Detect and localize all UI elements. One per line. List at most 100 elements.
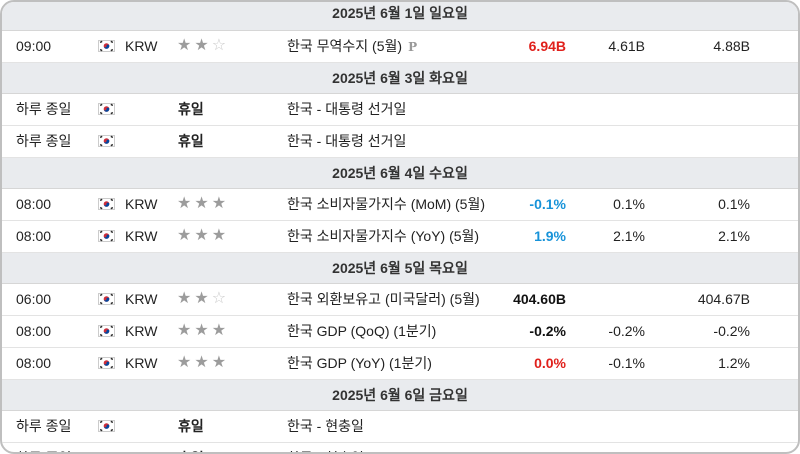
event-row[interactable]: 09:00 KRW ★★☆ 한국 무역수지 (5월) P 6.94B 4.61B 4.88B: [2, 31, 798, 63]
event-time: 08:00: [16, 323, 52, 339]
event-name-text: 한국 외환보유고 (미국달러) (5월): [287, 291, 480, 307]
importance-stars: ★★★: [177, 316, 229, 346]
star-filled-icon: ★: [177, 322, 195, 339]
holiday-label: 휴일: [178, 443, 204, 452]
event-name-text: 한국 무역수지 (5월): [287, 38, 403, 54]
currency-code: KRW: [125, 228, 158, 244]
actual-value: -0.2%: [529, 323, 566, 339]
star-empty-icon: ☆: [211, 37, 230, 54]
holiday-name[interactable]: 한국 - 현충일: [287, 418, 364, 434]
star-empty-icon: ☆: [211, 290, 230, 307]
date-header: 2025년 6월 3일 화요일: [2, 63, 798, 94]
event-name[interactable]: 한국 소비자물가지수 (YoY) (5월): [287, 221, 479, 251]
star-filled-icon: ★: [211, 227, 230, 244]
event-name[interactable]: 한국 GDP (YoY) (1분기): [287, 348, 432, 378]
star-filled-icon: ★: [177, 354, 195, 371]
actual-value: 404.60B: [513, 291, 566, 307]
event-time: 08:00: [16, 355, 52, 371]
south-korea-flag-icon: [98, 293, 115, 305]
star-filled-icon: ★: [194, 322, 212, 339]
holiday-row[interactable]: 하루 종일 휴일 한국 - 대통령 선거일: [2, 126, 798, 158]
star-filled-icon: ★: [194, 227, 212, 244]
holiday-label: 휴일: [178, 133, 204, 149]
holiday-name[interactable]: 한국 - 대통령 선거일: [287, 133, 407, 149]
previous-value: 0.1%: [718, 196, 750, 212]
event-name[interactable]: 한국 GDP (QoQ) (1분기): [287, 316, 436, 346]
holiday-label: 휴일: [178, 101, 204, 117]
event-row[interactable]: 08:00 KRW ★★★ 한국 소비자물가지수 (YoY) (5월) 1.9% 2.1%…: [2, 221, 798, 253]
actual-value: 6.94B: [528, 38, 566, 54]
holiday-row[interactable]: 하루 종일 휴일 한국 - 대통령 선거일: [2, 94, 798, 126]
star-filled-icon: ★: [211, 322, 230, 339]
date-header: 2025년 6월 6일 금요일: [2, 380, 798, 411]
event-row[interactable]: 06:00 KRW ★★☆ 한국 외환보유고 (미국달러) (5월) 404.60B 40…: [2, 284, 798, 316]
south-korea-flag-icon: [98, 103, 115, 115]
actual-value: 0.0%: [534, 355, 566, 371]
actual-value: 1.9%: [534, 228, 566, 244]
event-time: 06:00: [16, 291, 52, 307]
star-filled-icon: ★: [211, 195, 230, 212]
date-header: 2025년 6월 5일 목요일: [2, 253, 798, 284]
preliminary-badge: P: [408, 40, 418, 54]
holiday-row[interactable]: 하루 종일 휴일 한국 - 현충일: [2, 411, 798, 443]
star-filled-icon: ★: [177, 227, 195, 244]
event-row[interactable]: 08:00 KRW ★★★ 한국 GDP (YoY) (1분기) 0.0% -0.1% 1.…: [2, 348, 798, 380]
forecast-value: 0.1%: [613, 196, 645, 212]
holiday-row[interactable]: 하루 종일 휴일 한국 - 현충일: [2, 443, 798, 452]
holiday-name[interactable]: 한국 - 대통령 선거일: [287, 101, 407, 117]
event-time: 하루 종일: [16, 133, 72, 149]
forecast-value: -0.2%: [608, 323, 645, 339]
south-korea-flag-icon: [98, 40, 115, 52]
forecast-value: -0.1%: [608, 355, 645, 371]
previous-value: 2.1%: [718, 228, 750, 244]
event-time: 하루 종일: [16, 101, 72, 117]
actual-value: -0.1%: [529, 196, 566, 212]
south-korea-flag-icon: [98, 135, 115, 147]
south-korea-flag-icon: [98, 198, 115, 210]
previous-value: -0.2%: [713, 323, 750, 339]
star-filled-icon: ★: [177, 195, 195, 212]
star-filled-icon: ★: [211, 354, 230, 371]
importance-stars: ★★★: [177, 348, 229, 378]
event-time: 09:00: [16, 38, 52, 54]
holiday-name[interactable]: 한국 - 현충일: [287, 443, 364, 452]
south-korea-flag-icon: [98, 230, 115, 242]
currency-code: KRW: [125, 355, 158, 371]
event-name-text: 한국 소비자물가지수 (YoY) (5월): [287, 228, 480, 244]
previous-value: 1.2%: [718, 355, 750, 371]
event-name[interactable]: 한국 무역수지 (5월) P: [287, 31, 417, 62]
previous-value: 4.88B: [713, 38, 750, 54]
importance-stars: ★★☆: [177, 284, 229, 314]
event-name[interactable]: 한국 소비자물가지수 (MoM) (5월): [287, 189, 485, 219]
event-time: 08:00: [16, 228, 52, 244]
event-name[interactable]: 한국 외환보유고 (미국달러) (5월): [287, 284, 480, 314]
event-name-text: 한국 GDP (YoY) (1분기): [287, 355, 432, 371]
currency-code: KRW: [125, 38, 158, 54]
event-row[interactable]: 08:00 KRW ★★★ 한국 GDP (QoQ) (1분기) -0.2% -0.2% -…: [2, 316, 798, 348]
date-header: 2025년 6월 4일 수요일: [2, 158, 798, 189]
importance-stars: ★★★: [177, 189, 229, 219]
south-korea-flag-icon: [98, 357, 115, 369]
star-filled-icon: ★: [194, 354, 212, 371]
forecast-value: 4.61B: [608, 38, 645, 54]
event-time: 하루 종일: [16, 443, 71, 452]
currency-code: KRW: [125, 196, 158, 212]
event-time: 하루 종일: [16, 418, 72, 434]
holiday-label: 휴일: [178, 418, 204, 434]
star-filled-icon: ★: [194, 37, 212, 54]
star-filled-icon: ★: [177, 37, 195, 54]
south-korea-flag-icon: [98, 325, 115, 337]
importance-stars: ★★★: [177, 221, 229, 251]
currency-code: KRW: [125, 291, 158, 307]
star-filled-icon: ★: [194, 195, 212, 212]
star-filled-icon: ★: [177, 290, 195, 307]
date-header: 2025년 6월 1일 일요일: [2, 2, 798, 31]
south-korea-flag-icon: [98, 420, 115, 432]
forecast-value: 2.1%: [613, 228, 645, 244]
event-time: 08:00: [16, 196, 52, 212]
star-filled-icon: ★: [194, 290, 212, 307]
event-name-text: 한국 소비자물가지수 (MoM) (5월): [287, 196, 486, 212]
event-row[interactable]: 08:00 KRW ★★★ 한국 소비자물가지수 (MoM) (5월) -0.1% 0.1…: [2, 189, 798, 221]
